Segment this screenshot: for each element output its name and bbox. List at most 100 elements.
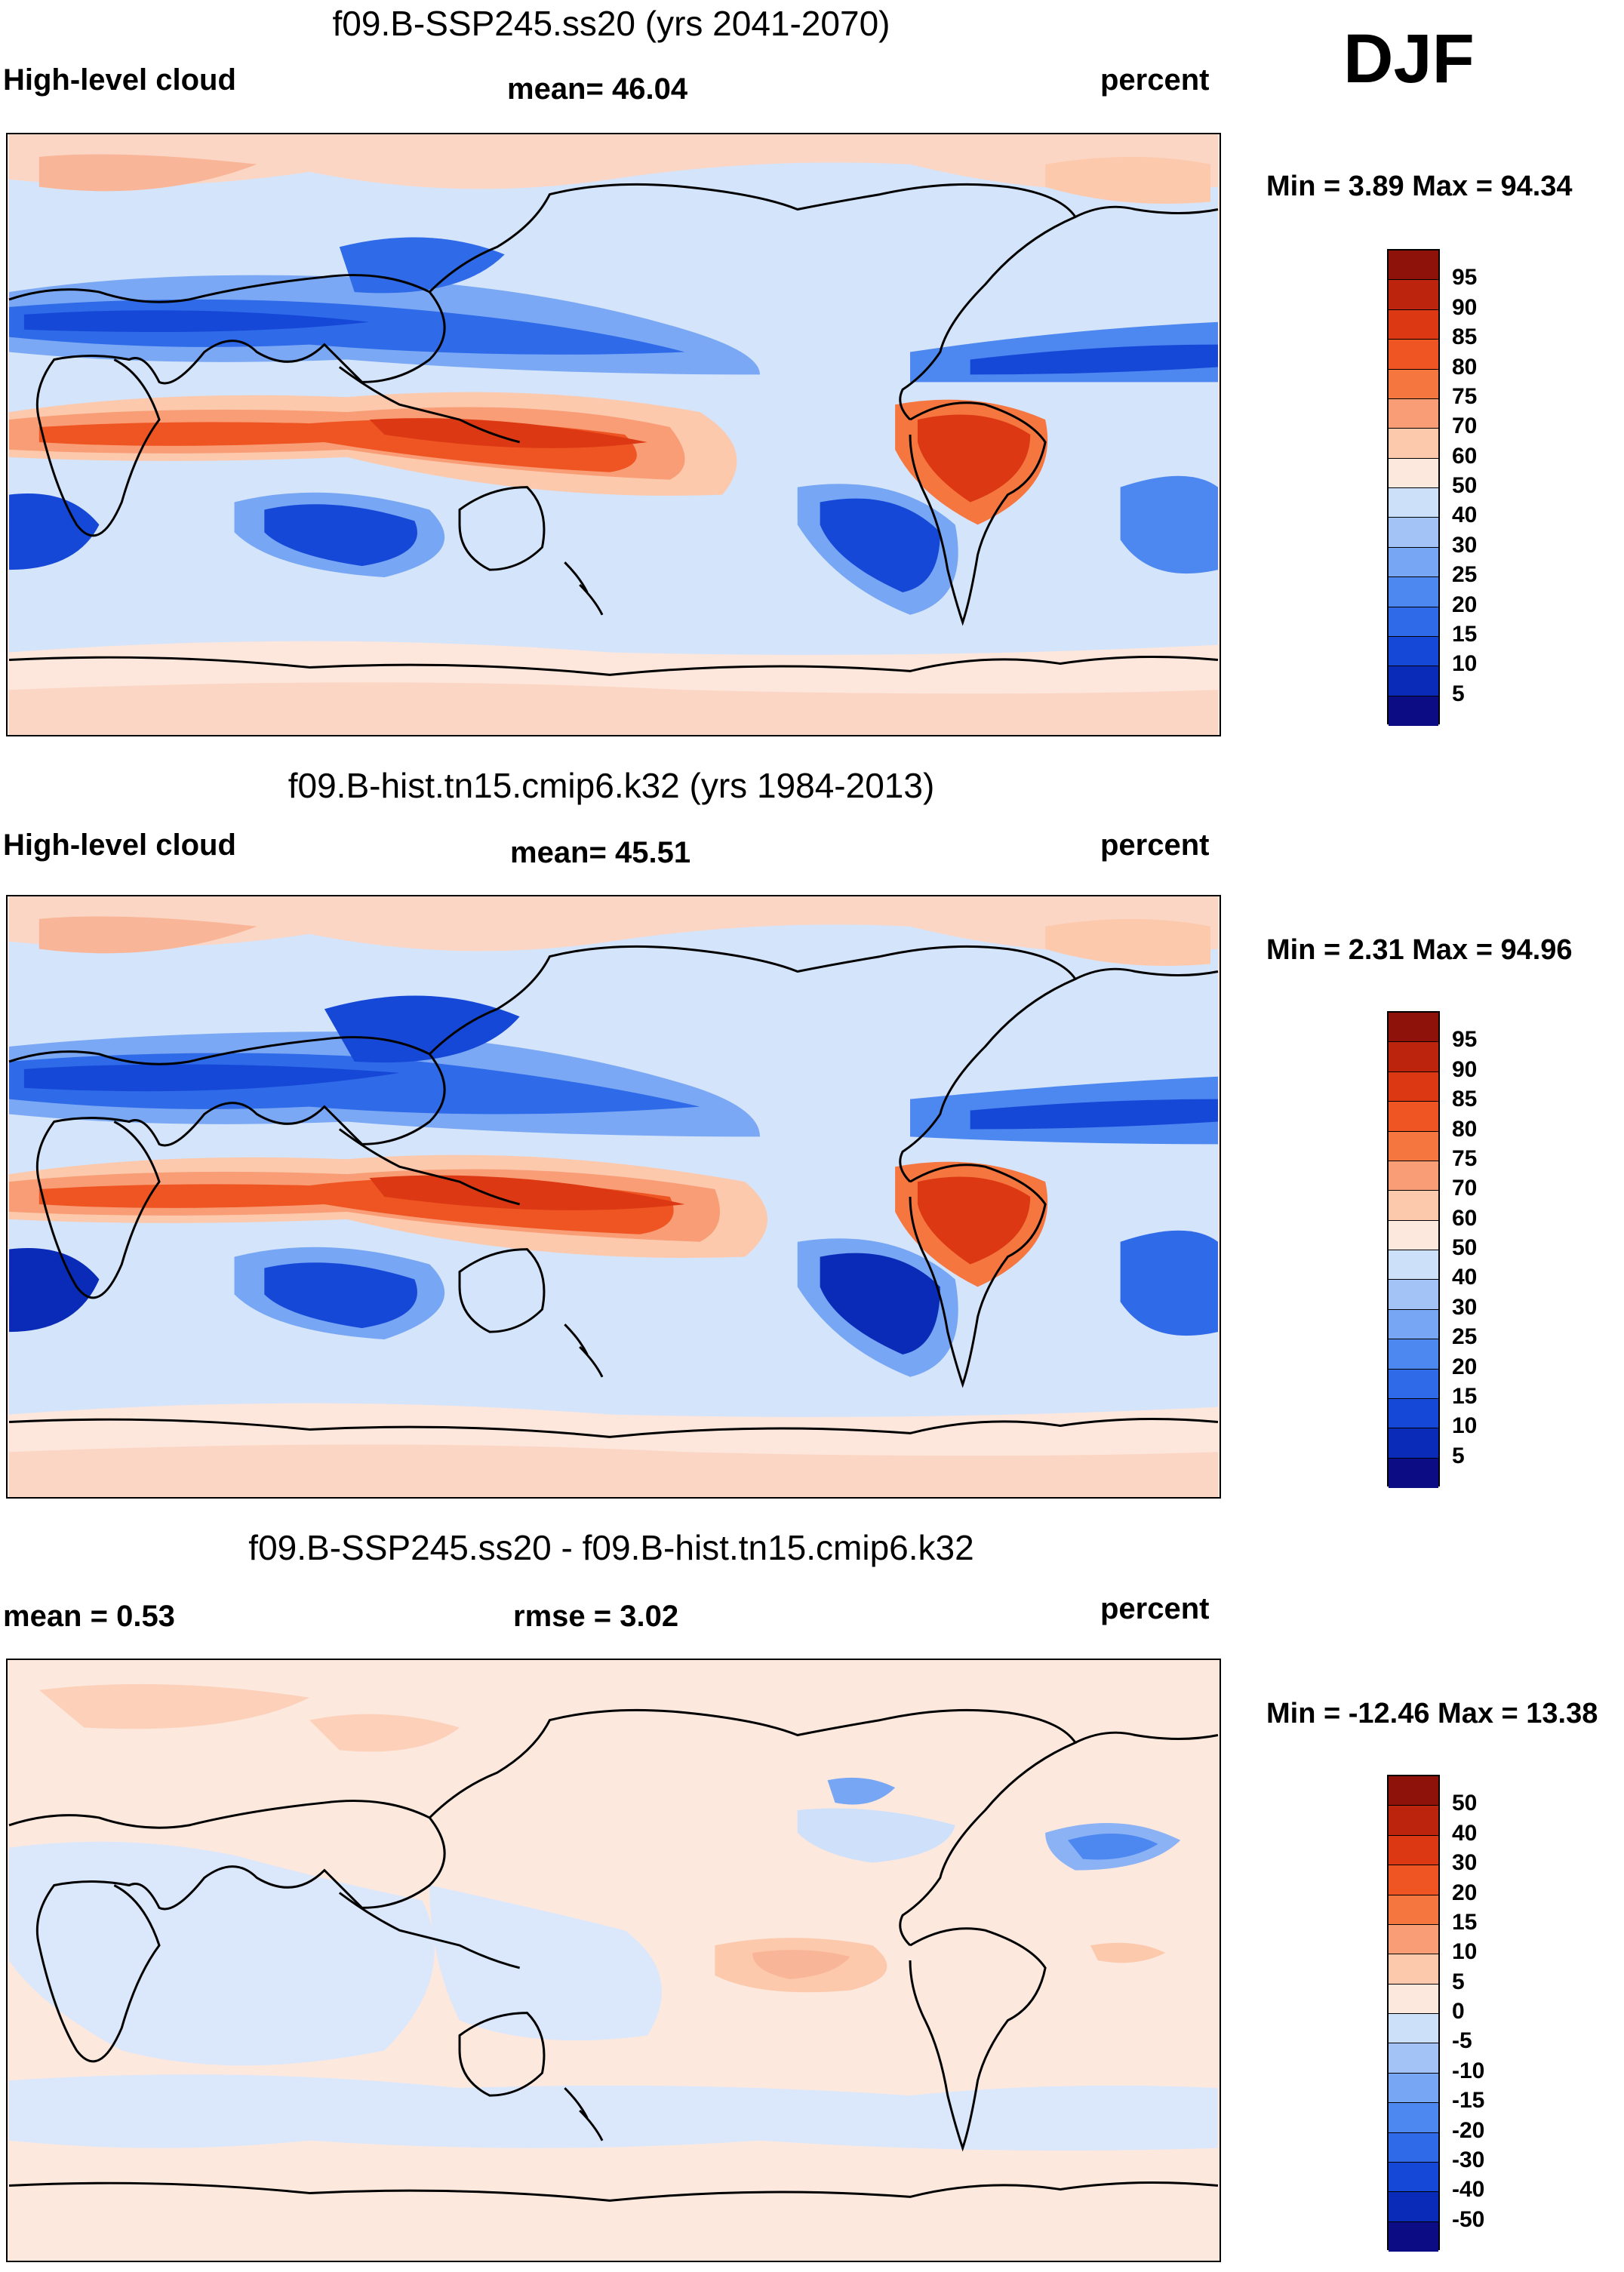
colorbar-label: 70	[1452, 414, 1478, 439]
colorbar-label: 0	[1452, 1999, 1465, 2024]
colorbar-segment	[1389, 1895, 1438, 1925]
colorbar-segment	[1389, 547, 1438, 578]
colorbar-segment	[1389, 1220, 1438, 1250]
colorbar-segment	[1389, 1161, 1438, 1191]
colorbar-label: 20	[1452, 1880, 1478, 1905]
panel-3-rmse-label: rmse = 3.02	[513, 1600, 679, 1633]
colorbar-segment	[1389, 1339, 1438, 1370]
panel-3-colorbar	[1387, 1775, 1440, 2252]
panel-3-title: f09.B-SSP245.ss20 - f09.B-hist.tn15.cmip…	[248, 1528, 974, 1567]
panel-2-map	[6, 895, 1221, 1499]
colorbar-label: -20	[1452, 2117, 1485, 2143]
season-label: DJF	[1343, 20, 1475, 97]
colorbar-segment	[1389, 398, 1438, 429]
colorbar-segment	[1389, 2043, 1438, 2074]
colorbar-label: 50	[1452, 473, 1478, 498]
panel-1-map	[6, 133, 1221, 736]
colorbar-segment	[1389, 1250, 1438, 1280]
colorbar-label: 60	[1452, 1205, 1478, 1231]
colorbar-segment	[1389, 2192, 1438, 2222]
colorbar-label: 75	[1452, 1145, 1478, 1171]
colorbar-label: 15	[1452, 1383, 1478, 1409]
colorbar-label: 60	[1452, 443, 1478, 469]
colorbar-label: 30	[1452, 1294, 1478, 1320]
colorbar-label: 85	[1452, 324, 1478, 350]
colorbar-segment	[1389, 2073, 1438, 2104]
colorbar-segment	[1389, 1924, 1438, 1955]
panel-3-map-svg	[8, 1660, 1219, 2261]
colorbar-segment	[1389, 577, 1438, 607]
colorbar-segment	[1389, 1309, 1438, 1340]
colorbar-segment	[1389, 1835, 1438, 1866]
colorbar-segment	[1389, 1806, 1438, 1836]
colorbar-segment	[1389, 607, 1438, 637]
colorbar-segment	[1389, 696, 1438, 726]
panel-2-map-svg	[8, 896, 1219, 1497]
panel-1-variable-label: High-level cloud	[3, 63, 236, 97]
colorbar-segment	[1389, 1071, 1438, 1102]
colorbar-label: 15	[1452, 1909, 1478, 1935]
colorbar-segment	[1389, 1369, 1438, 1399]
colorbar-label: 75	[1452, 383, 1478, 409]
colorbar-label: 10	[1452, 1939, 1478, 1965]
colorbar-label: 40	[1452, 1820, 1478, 1846]
panel-2-colorbar	[1387, 1011, 1440, 1488]
colorbar-label: 5	[1452, 1443, 1465, 1468]
colorbar-label: 90	[1452, 1056, 1478, 1082]
colorbar-label: 95	[1452, 1027, 1478, 1053]
colorbar-label: -5	[1452, 2028, 1472, 2054]
panel-1-title: f09.B-SSP245.ss20 (yrs 2041-2070)	[332, 4, 890, 43]
colorbar-label: -30	[1452, 2147, 1485, 2172]
panel-3-map	[6, 1659, 1221, 2262]
colorbar-segment	[1389, 2103, 1438, 2133]
colorbar-label: -15	[1452, 2088, 1485, 2114]
colorbar-segment	[1389, 2014, 1438, 2044]
panel-1-minmax: Min = 3.89 Max = 94.34	[1266, 171, 1573, 202]
panel-1-mean-label: mean= 46.04	[507, 72, 688, 106]
colorbar-segment	[1389, 488, 1438, 518]
colorbar-segment	[1389, 369, 1438, 399]
colorbar-segment	[1389, 251, 1438, 281]
colorbar-segment	[1389, 429, 1438, 459]
colorbar-segment	[1389, 1954, 1438, 1985]
colorbar-label: 30	[1452, 532, 1478, 558]
colorbar-segment	[1389, 458, 1438, 488]
colorbar-segment	[1389, 666, 1438, 696]
panel-3-units-label: percent	[1100, 1592, 1210, 1625]
colorbar-label: 85	[1452, 1087, 1478, 1112]
colorbar-segment	[1389, 1865, 1438, 1895]
colorbar-label: 25	[1452, 562, 1478, 588]
colorbar-segment	[1389, 1042, 1438, 1072]
colorbar-label: -50	[1452, 2206, 1485, 2232]
colorbar-label: 30	[1452, 1850, 1478, 1876]
panel-1-units-label: percent	[1100, 63, 1210, 97]
colorbar-segment	[1389, 1280, 1438, 1310]
colorbar-segment	[1389, 636, 1438, 667]
colorbar-label: -10	[1452, 2058, 1485, 2083]
colorbar-label: 80	[1452, 1116, 1478, 1142]
colorbar-label: 90	[1452, 294, 1478, 320]
panel-1-map-svg	[8, 134, 1219, 735]
panel-1-colorbar	[1387, 249, 1440, 726]
colorbar-label: 20	[1452, 1354, 1478, 1379]
colorbar-label: -40	[1452, 2177, 1485, 2203]
colorbar-label: 95	[1452, 265, 1478, 291]
colorbar-segment	[1389, 518, 1438, 548]
colorbar-segment	[1389, 1984, 1438, 2014]
colorbar-label: 25	[1452, 1324, 1478, 1350]
colorbar-segment	[1389, 1131, 1438, 1161]
colorbar-label: 80	[1452, 354, 1478, 380]
colorbar-label: 40	[1452, 1265, 1478, 1290]
panel-2-variable-label: High-level cloud	[3, 829, 236, 862]
colorbar-label: 40	[1452, 503, 1478, 528]
colorbar-segment	[1389, 2221, 1438, 2252]
colorbar-segment	[1389, 340, 1438, 370]
colorbar-label: 10	[1452, 1413, 1478, 1439]
colorbar-segment	[1389, 2132, 1438, 2163]
colorbar-label: 5	[1452, 1969, 1465, 1994]
colorbar-segment	[1389, 1428, 1438, 1459]
panel-2-title: f09.B-hist.tn15.cmip6.k32 (yrs 1984-2013…	[288, 766, 935, 805]
colorbar-segment	[1389, 1191, 1438, 1221]
colorbar-label: 50	[1452, 1791, 1478, 1816]
colorbar-segment	[1389, 1013, 1438, 1043]
